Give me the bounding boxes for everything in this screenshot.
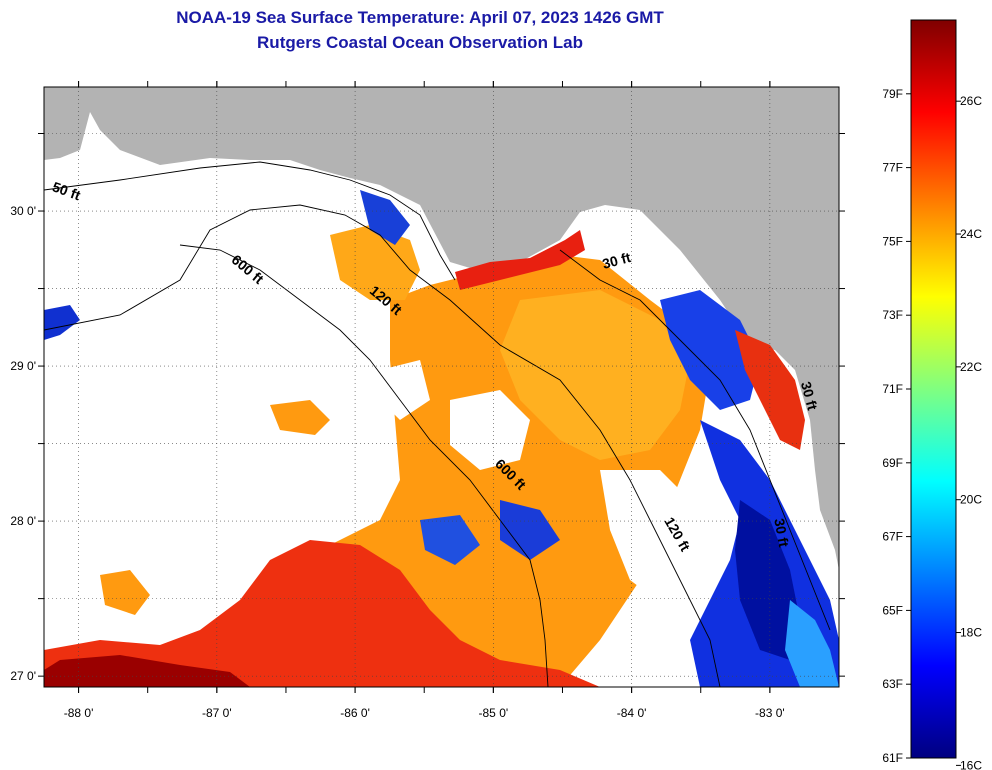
colorbar-f-label: 71F <box>882 382 903 396</box>
axis-ticks <box>38 81 845 693</box>
cloud-patch <box>600 470 700 610</box>
colorbar-ticks: 79F 77F 75F 73F 71F 69F 67F 65F 63F 61F 26C 24C 22C 2… <box>882 87 982 770</box>
colorbar-c-label: 18C <box>960 626 982 640</box>
colorbar-f-label: 61F <box>882 751 903 765</box>
sst-patch-west2 <box>270 400 330 435</box>
colorbar-c-label: 22C <box>960 360 982 374</box>
sst-field-red-south <box>44 540 600 687</box>
colorbar-f-label: 77F <box>882 161 903 175</box>
depth-contours <box>44 161 831 687</box>
colorbar-c-label: 26C <box>960 94 982 108</box>
map-title: NOAA-19 Sea Surface Temperature: April 0… <box>176 8 664 27</box>
map-subtitle: Rutgers Coastal Ocean Observation Lab <box>257 33 583 52</box>
colorbar-gradient <box>910 19 957 759</box>
contour-label: 30 ft <box>601 249 633 272</box>
colorbar-f-label: 63F <box>882 677 903 691</box>
cloud-patch <box>450 390 530 470</box>
lat-tick-label: 29 0' <box>10 359 36 373</box>
colorbar-f-label: 79F <box>882 87 903 101</box>
sst-red-bigbend <box>735 330 805 450</box>
lon-tick-label: -85 0' <box>479 706 509 720</box>
lon-tick-label: -86 0' <box>340 706 370 720</box>
colorbar-f-label: 75F <box>882 234 903 248</box>
cloud-patch <box>380 360 430 420</box>
lon-tick-label: -83 0' <box>755 706 785 720</box>
contour-50ft <box>44 161 456 281</box>
map-border <box>43 86 840 688</box>
colorbar-c-label: 16C <box>960 758 982 770</box>
sst-cool-bigbend <box>660 290 760 410</box>
axis-labels: 30 0' 29 0' 28 0' 27 0' -88 0' -87 0' -86 0' -8… <box>10 204 784 720</box>
colorbar-f-label: 69F <box>882 456 903 470</box>
colorbar-f-label: 73F <box>882 308 903 322</box>
sst-field-darkred <box>44 655 250 687</box>
sst-field-amber-north <box>330 225 420 300</box>
lon-tick-label: -87 0' <box>202 706 232 720</box>
sst-coastal-red <box>455 230 585 290</box>
lon-tick-label: -88 0' <box>64 706 94 720</box>
sst-cool-mid2 <box>420 515 480 565</box>
contour-30ft <box>559 249 831 631</box>
contour-600ft <box>179 244 549 687</box>
contour-label: 30 ft <box>798 380 821 412</box>
lat-tick-label: 28 0' <box>10 514 36 528</box>
lat-tick-label: 30 0' <box>10 204 36 218</box>
colorbar-f-label: 65F <box>882 603 903 617</box>
graticule <box>44 87 839 687</box>
map-area <box>44 87 839 687</box>
sst-patch-west <box>100 570 150 615</box>
colorbar-c-label: 24C <box>960 227 982 241</box>
sst-cool-north <box>360 190 410 245</box>
lon-tick-label: -84 0' <box>617 706 647 720</box>
sst-cool-mid <box>500 500 560 560</box>
colorbar-f-label: 67F <box>882 530 903 544</box>
sst-cool-east-dark <box>735 500 800 660</box>
contour-label: 30 ft <box>771 517 792 548</box>
sst-field-amber <box>500 290 690 460</box>
colorbar: 79F 77F 75F 73F 71F 69F 67F 65F 63F 61F 26C 24C 22C 2… <box>882 19 982 770</box>
lat-tick-label: 27 0' <box>10 669 36 683</box>
colorbar-c-label: 20C <box>960 493 982 507</box>
sst-teal-coast <box>785 600 839 687</box>
sst-cool-west <box>44 305 80 340</box>
contour-120ft <box>44 204 721 687</box>
